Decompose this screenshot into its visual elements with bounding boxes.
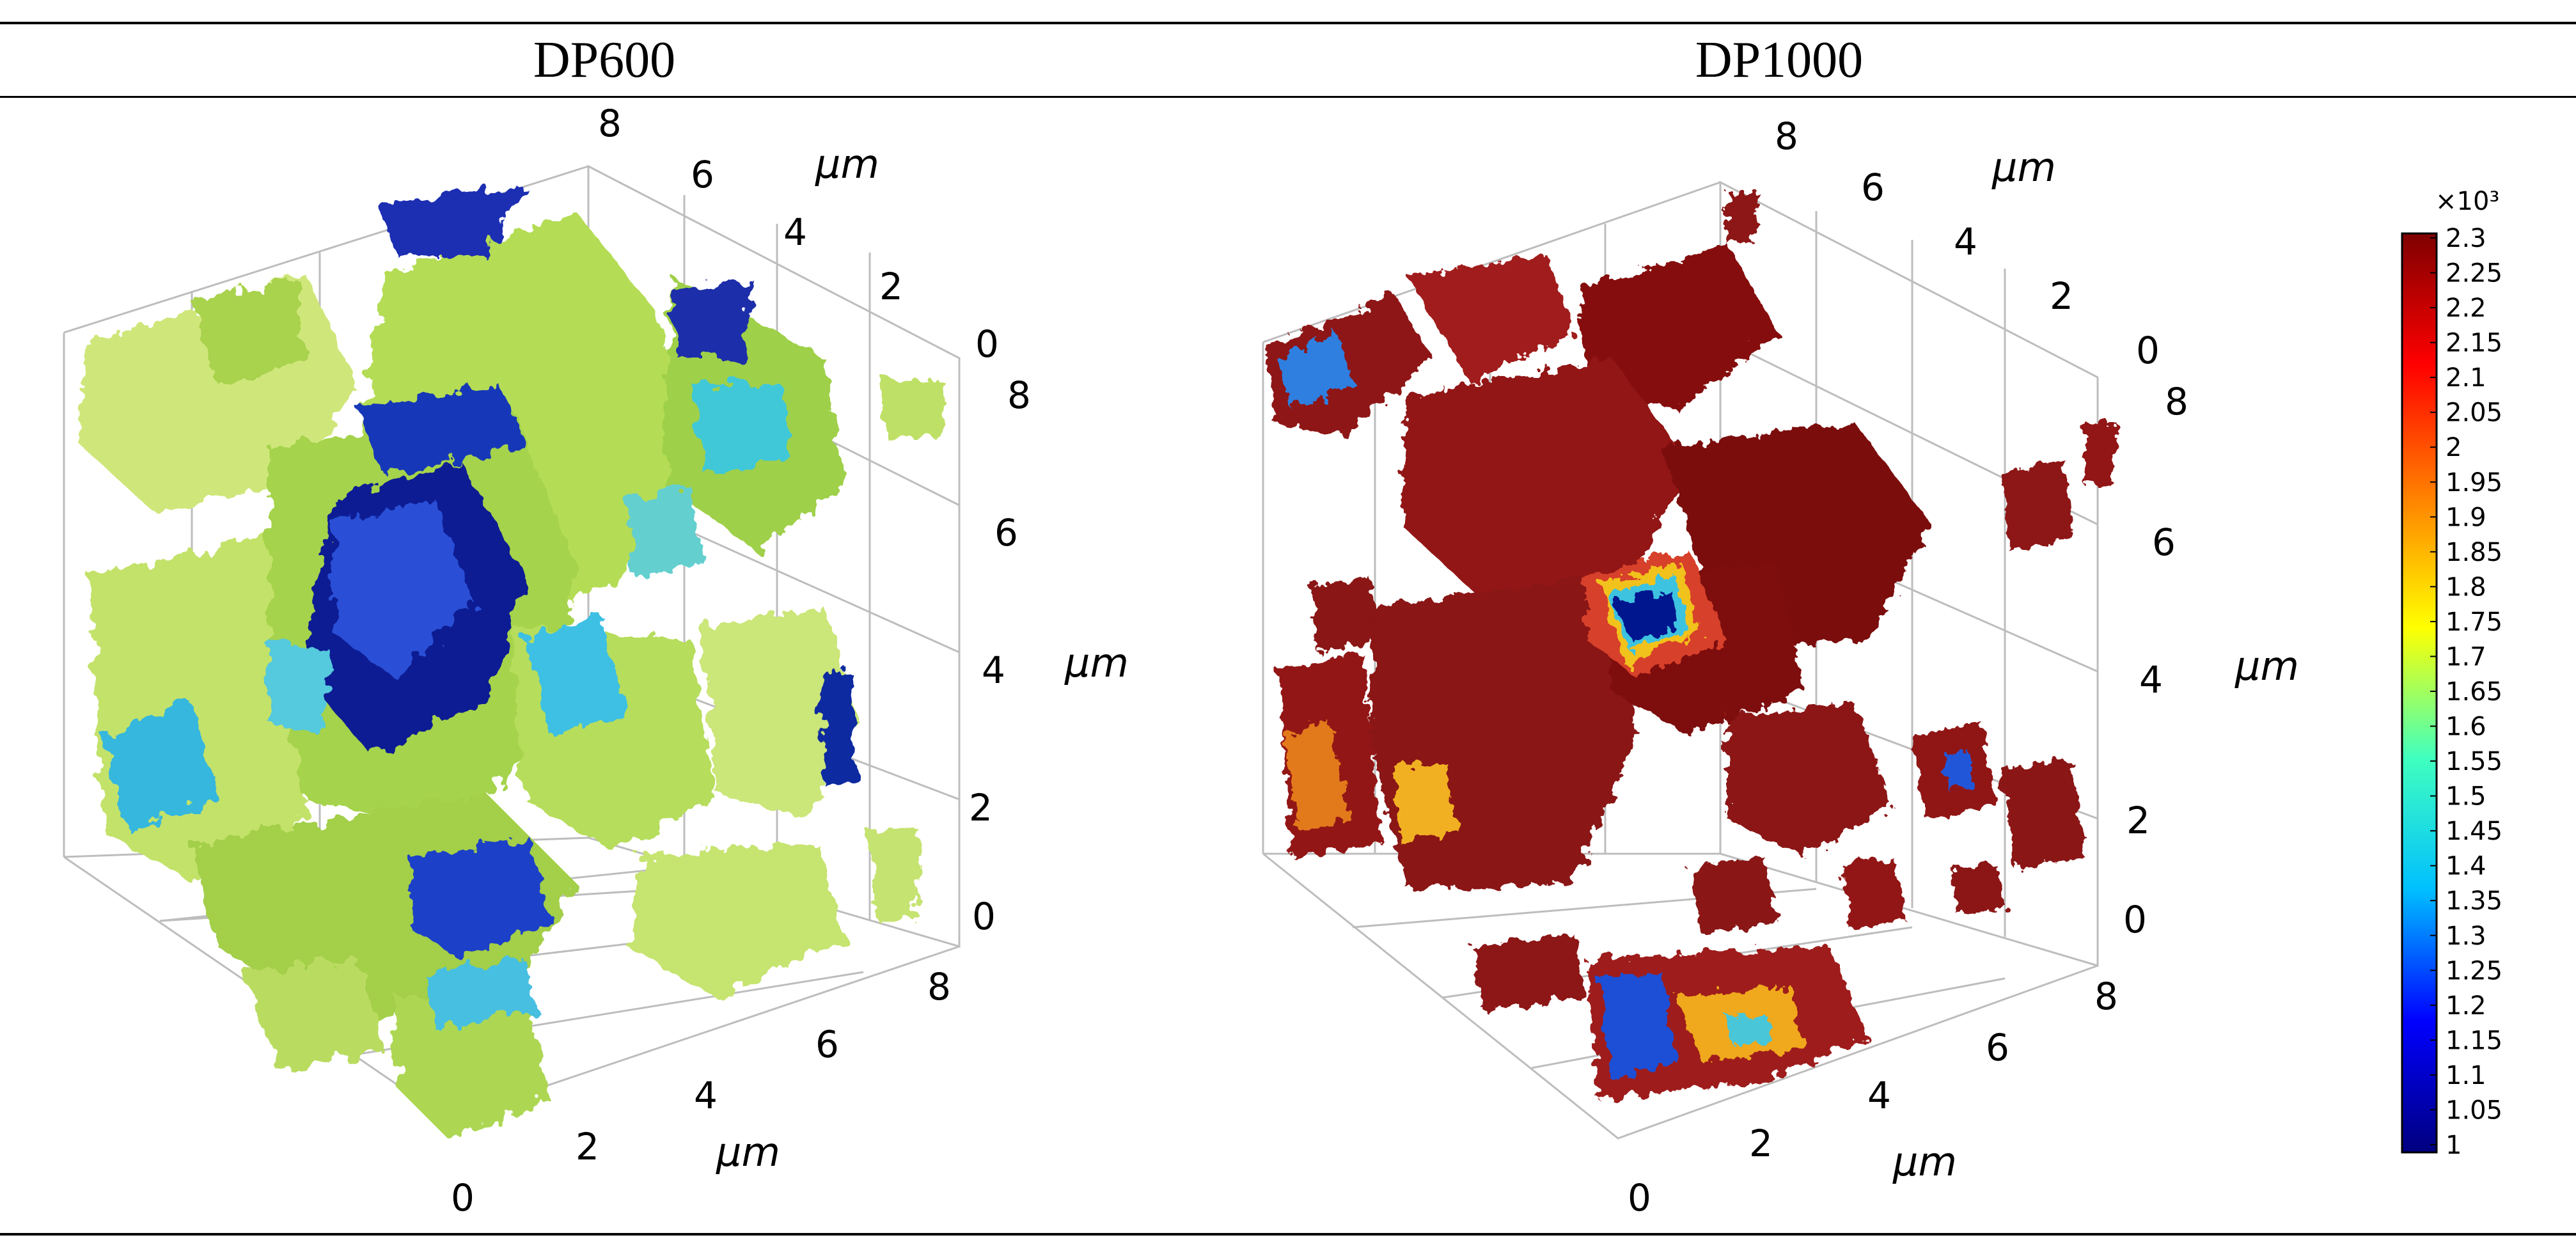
colorbar-tick-label: 2.05	[2446, 398, 2502, 428]
dp1000-front-ticks: 8 6 4 2 0 μm	[1628, 975, 2118, 1220]
tick-label: 0	[975, 322, 999, 366]
tick-label: 4	[783, 210, 807, 254]
colorbar-tick-label: 1.85	[2446, 538, 2502, 567]
colorbar-multiplier: ×10³	[2435, 187, 2499, 216]
dp600-panel: 8 6 4 2 0 μm 8 6 4 2 0 μm 8 6 4 2 0 μm	[63, 102, 1129, 1220]
colorbar-tick-label: 1.25	[2446, 956, 2502, 985]
top-rule	[0, 22, 2576, 24]
tick-label: 6	[2152, 521, 2176, 564]
colorbar-tick-label: 1.55	[2446, 747, 2502, 776]
header-rule	[0, 96, 2576, 98]
tick-label: 4	[1867, 1074, 1891, 1117]
tick-label: 4	[694, 1074, 718, 1117]
colorbar-tick-label: 1.1	[2446, 1061, 2486, 1090]
colorbar-tick-label: 1.5	[2446, 782, 2486, 812]
dp1000-back-ticks: 8 6 4 2 0 μm	[1775, 114, 2160, 372]
tick-label: 0	[451, 1176, 475, 1220]
colorbar-tick-label: 1.05	[2446, 1095, 2502, 1125]
tick-label: 2	[2050, 274, 2073, 318]
colorbar-tick-label: 2.15	[2446, 329, 2502, 358]
tick-label: 2	[1749, 1122, 1773, 1165]
dp600-front-ticks: 8 6 4 2 0 μm	[451, 965, 951, 1220]
colorbar-tick-label: 1.75	[2446, 608, 2502, 637]
tick-label: 8	[1775, 114, 1798, 158]
tick-label: 4	[1954, 220, 1977, 263]
colorbar-tick-label: 1.3	[2446, 922, 2486, 951]
tick-label: 8	[598, 102, 622, 145]
tick-label: 8	[1007, 373, 1031, 417]
colorbar-tick-label: 1.7	[2446, 642, 2486, 671]
tick-label: 2	[879, 265, 903, 308]
colorbar-tick-label: 1.6	[2446, 712, 2486, 742]
dp600-back-ticks: 8 6 4 2 0 μm	[598, 102, 999, 366]
axis-unit-label: μm	[815, 141, 879, 187]
colorbar-tick-label: 1.95	[2446, 468, 2502, 498]
colorbar-tick-label: 1.8	[2446, 572, 2486, 602]
colorbar-tick-label: 1.45	[2446, 817, 2502, 846]
tick-label: 0	[1628, 1176, 1651, 1220]
dp1000-panel: 8 6 4 2 0 μm 8 6 4 2 0 μm 8 6 4 2 0 μm	[1262, 114, 2299, 1220]
colorbar-gradient	[2401, 232, 2438, 1154]
tick-label: 8	[927, 965, 951, 1009]
dp1000-isosurface	[1266, 192, 2117, 1100]
tick-label: 2	[576, 1125, 599, 1168]
colorbar-tick-label: 2.25	[2446, 259, 2502, 288]
axis-unit-label: μm	[2234, 643, 2299, 689]
colorbar-tick-label: 1.65	[2446, 677, 2502, 707]
tick-label: 6	[1861, 166, 1885, 209]
colorbar-tick-label: 2.1	[2446, 363, 2486, 393]
axis-unit-label: μm	[716, 1129, 780, 1175]
colorbar: ×10³ 2.3 2.25 2.2 2.15 2.1 2.05 2 1.95 1.9 1.85 1.…	[2401, 187, 2502, 1160]
tick-label: 2	[969, 786, 993, 829]
bottom-rule	[0, 1233, 2576, 1236]
dp1000-vertical-ticks: 8 6 4 2 0 μm	[2123, 380, 2299, 941]
tick-label: 6	[1986, 1026, 2009, 1069]
colorbar-tick-label: 2.2	[2446, 294, 2486, 323]
colorbar-tick-label: 1.2	[2446, 991, 2486, 1021]
tick-label: 0	[2123, 898, 2147, 941]
tick-label: 4	[2139, 658, 2163, 702]
tick-label: 6	[815, 1023, 839, 1066]
colorbar-tick-label: 1.15	[2446, 1026, 2502, 1055]
axis-unit-label: μm	[1892, 1138, 1957, 1185]
tick-label: 6	[691, 153, 714, 196]
colorbar-tick-label: 1.4	[2446, 852, 2486, 881]
colorbar-ticks: 2.3 2.25 2.2 2.15 2.1 2.05 2 1.95 1.9 1.85 1.8 1.75…	[2430, 224, 2502, 1160]
colorbar-tick-label: 1.9	[2446, 503, 2486, 532]
dp600-vertical-ticks: 8 6 4 2 0 μm	[969, 373, 1129, 938]
colorbar-tick-label: 1	[2446, 1131, 2462, 1160]
axis-unit-label: μm	[1064, 640, 1129, 686]
colorbar-tick-label: 2	[2446, 433, 2462, 462]
tick-label: 2	[2126, 799, 2150, 842]
tick-label: 8	[2094, 975, 2118, 1018]
colorbar-tick-label: 2.3	[2446, 224, 2486, 253]
tick-label: 4	[982, 648, 1005, 692]
header-dp1000: DP1000	[1695, 32, 1864, 88]
axis-unit-label: μm	[1991, 144, 2056, 191]
header-dp600: DP600	[533, 32, 676, 88]
colorbar-tick-label: 1.35	[2446, 886, 2502, 916]
tick-label: 8	[2165, 380, 2188, 423]
dp600-isosurface	[83, 185, 946, 1138]
tick-label: 0	[972, 895, 996, 938]
tick-label: 0	[2136, 329, 2160, 372]
tick-label: 6	[994, 511, 1018, 554]
